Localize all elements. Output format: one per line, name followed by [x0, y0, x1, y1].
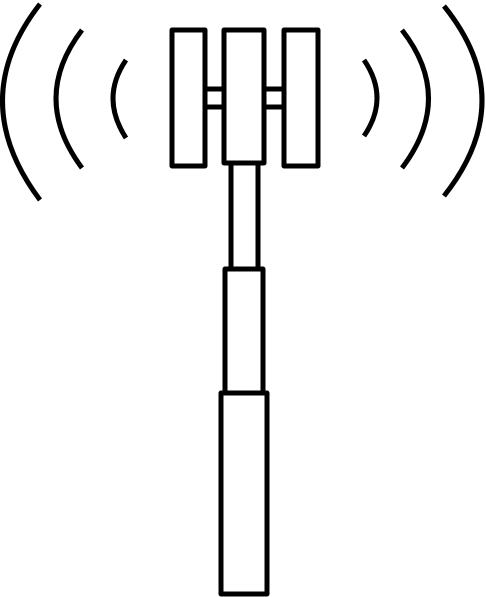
- signal-wave-right-middle: [400, 28, 431, 170]
- signal-wave-left-middle: [53, 28, 85, 170]
- signal-wave-right-outer: [442, 4, 485, 198]
- signal-wave-right-inner: [361, 58, 380, 138]
- antenna-panel-right: [281, 27, 321, 169]
- mast-section-bottom: [218, 390, 270, 597]
- tower-mast: [218, 160, 270, 597]
- antenna-panel-center: [221, 27, 267, 166]
- antenna-panels: [169, 27, 321, 169]
- signal-waves-left: [0, 2, 129, 202]
- signal-waves-right: [361, 4, 485, 198]
- antenna-panel-left: [169, 27, 208, 169]
- mast-section-top: [228, 160, 261, 272]
- signal-wave-left-inner: [110, 58, 129, 140]
- signal-wave-left-outer: [0, 2, 43, 202]
- mast-section-middle: [222, 266, 266, 396]
